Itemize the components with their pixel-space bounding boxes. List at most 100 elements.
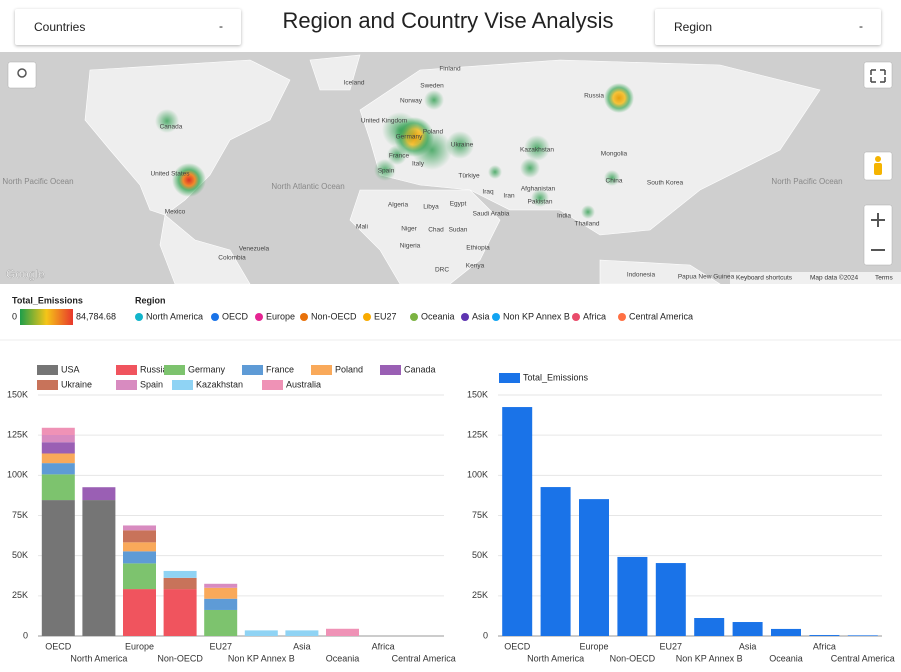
map-footer: Terms xyxy=(875,275,893,282)
legend-label: Canada xyxy=(404,364,436,374)
legend-label: Non KP Annex B xyxy=(503,311,570,321)
bar xyxy=(41,474,75,501)
legend-swatch xyxy=(262,380,283,390)
legend-label: Poland xyxy=(335,364,363,374)
map-label: DRC xyxy=(435,267,449,274)
y-tick-label: 25K xyxy=(472,590,488,600)
bar xyxy=(655,563,686,636)
x-tick-label: Oceania xyxy=(769,653,803,663)
map-label: Sweden xyxy=(420,83,444,90)
map-label: China xyxy=(606,178,623,185)
y-tick-label: 0 xyxy=(483,630,488,640)
map-label: Niger xyxy=(401,226,417,233)
x-tick-label: EU27 xyxy=(209,641,232,651)
map-label: United States xyxy=(150,171,190,178)
legend-swatch xyxy=(499,373,520,383)
bar xyxy=(41,453,75,464)
bar xyxy=(163,577,197,590)
map-label: Iran xyxy=(503,193,515,200)
bar xyxy=(41,427,75,436)
legend-label: Central America xyxy=(629,311,693,321)
countries-filter[interactable]: Countries - xyxy=(15,9,241,45)
y-tick-label: 50K xyxy=(472,550,488,560)
legend-label: France xyxy=(266,364,294,374)
bar xyxy=(41,435,75,443)
map-label: Indonesia xyxy=(627,272,656,279)
map-label: Colombia xyxy=(218,255,246,262)
map-label: India xyxy=(557,213,571,220)
map-label: Norway xyxy=(400,98,423,105)
bar xyxy=(123,589,156,636)
legend-title: Total_Emissions xyxy=(12,295,83,305)
bar xyxy=(326,628,359,636)
y-tick-label: 150K xyxy=(7,389,28,399)
y-tick-label: 75K xyxy=(472,510,488,520)
legend-swatch xyxy=(242,365,263,375)
bar xyxy=(732,622,763,636)
x-tick-label: Oceania xyxy=(326,653,360,663)
map-label: Saudi Arabia xyxy=(473,211,510,218)
y-tick-label: 0 xyxy=(23,630,28,640)
map[interactable]: Finland Iceland Norway Sweden United Kingdom… xyxy=(0,52,901,284)
legend-swatch xyxy=(211,313,219,321)
map-brand: Google xyxy=(6,267,45,281)
legend-swatch xyxy=(135,313,143,321)
filter-arrow: - xyxy=(859,19,863,33)
legend-label: Germany xyxy=(188,364,226,374)
scale-max: 84,784.68 xyxy=(76,311,116,321)
y-tick-label: 75K xyxy=(12,510,28,520)
color-scale xyxy=(20,309,73,325)
map-label: Nigeria xyxy=(400,243,421,250)
bar xyxy=(123,542,156,552)
bar xyxy=(540,487,571,636)
legend-label: EU27 xyxy=(374,311,397,321)
bar xyxy=(82,487,116,501)
legend-swatch xyxy=(461,313,469,321)
map-label: Mongolia xyxy=(601,151,628,158)
y-tick-label: 25K xyxy=(12,590,28,600)
y-tick-label: 100K xyxy=(7,470,28,480)
bar xyxy=(847,635,878,636)
legend-swatch xyxy=(255,313,263,321)
map-label: Ukraine xyxy=(451,142,474,149)
bar xyxy=(123,563,156,590)
filter-label: Region xyxy=(674,20,713,34)
bar xyxy=(123,551,156,564)
bar xyxy=(579,499,609,636)
map-label: Papua New Guinea xyxy=(678,274,735,281)
x-tick-label: Europe xyxy=(579,641,608,651)
bar xyxy=(204,609,238,636)
map-label: Germany xyxy=(396,134,423,141)
map-label: Sudan xyxy=(449,227,468,234)
legend-swatch xyxy=(116,380,137,390)
map-footer: Keyboard shortcuts xyxy=(736,275,793,282)
legend-title: Region xyxy=(135,295,166,305)
bar xyxy=(502,407,533,636)
map-label: France xyxy=(389,153,410,160)
region-filter[interactable]: Region - xyxy=(655,9,881,45)
bar xyxy=(244,630,278,636)
map-label: Pakistan xyxy=(528,199,553,206)
map-label: Egypt xyxy=(450,201,467,208)
x-tick-label: EU27 xyxy=(660,641,683,651)
map-label: Finland xyxy=(439,66,461,73)
map-label: Poland xyxy=(423,129,444,136)
x-tick-label: OECD xyxy=(504,641,531,651)
legend-label: North America xyxy=(146,311,203,321)
bar xyxy=(204,598,238,610)
bar xyxy=(41,442,75,454)
legend-swatch xyxy=(410,313,418,321)
bar xyxy=(617,556,648,636)
legend-label: Asia xyxy=(472,311,490,321)
x-tick-label: North America xyxy=(527,653,584,663)
x-tick-label: Asia xyxy=(739,641,757,651)
map-label: Spain xyxy=(378,168,395,175)
legend-label: Total_Emissions xyxy=(523,372,589,382)
bar xyxy=(694,618,725,636)
legend-swatch xyxy=(311,365,332,375)
bar xyxy=(204,583,238,588)
bar xyxy=(204,587,238,599)
x-tick-label: Asia xyxy=(293,641,311,651)
x-tick-label: Europe xyxy=(125,641,154,651)
legend-swatch xyxy=(37,380,58,390)
